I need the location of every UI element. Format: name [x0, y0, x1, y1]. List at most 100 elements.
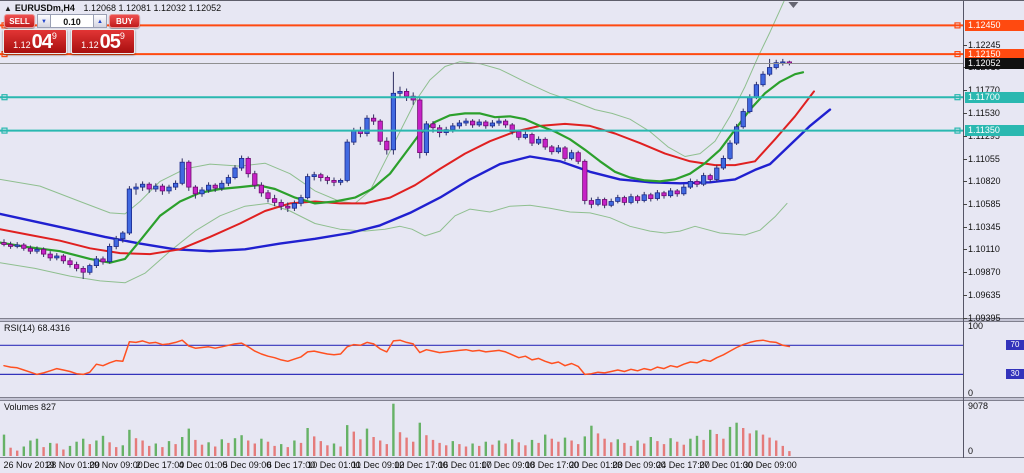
sell-button[interactable]: SELL [4, 14, 35, 28]
line-drag-handle[interactable] [954, 127, 961, 134]
volume-bar [537, 442, 540, 456]
candlestick [67, 260, 73, 265]
volume-bar [339, 446, 342, 456]
axis-tick [963, 90, 967, 91]
volume-bar [788, 451, 791, 456]
candlestick [192, 186, 198, 195]
candlestick [727, 142, 733, 159]
candlestick [516, 131, 522, 138]
candlestick [179, 161, 185, 184]
price-level-tag[interactable]: 1.11350 [965, 125, 1024, 137]
price-level-tag[interactable]: 1.11700 [965, 91, 1024, 103]
candlestick [384, 140, 390, 151]
candlestick [522, 134, 529, 138]
volume-bar [55, 443, 58, 456]
candlestick [417, 99, 423, 153]
pane-separator[interactable] [0, 318, 1024, 322]
price-level-tag[interactable]: 1.12150 [965, 48, 1024, 60]
time-axis-label: 6 Dec 17:00 [266, 460, 316, 470]
volume-bar [154, 443, 157, 456]
candlestick [351, 130, 357, 143]
time-axis-label: 23 Dec 09:00 [612, 460, 666, 470]
price-axis-label: 1.09635 [968, 289, 1001, 300]
price-axis-label: 1.10585 [968, 198, 1001, 209]
lot-decrease-button[interactable]: ▼ [37, 14, 51, 28]
candlestick [87, 265, 93, 273]
line-drag-handle[interactable] [954, 94, 961, 101]
candlestick [648, 194, 654, 200]
candlestick [734, 126, 740, 144]
buy-price-box[interactable]: 1.12 05 9 [71, 29, 135, 54]
axis-tick [963, 272, 967, 273]
volume-bar [220, 439, 223, 456]
candlestick [707, 175, 713, 180]
volume-bar [735, 422, 738, 456]
candlestick [430, 123, 436, 129]
volume-bar [49, 442, 52, 456]
volume-bar [379, 440, 382, 456]
volume-bar [207, 442, 210, 456]
sell-price-sup: 9 [51, 31, 57, 41]
candlestick [304, 176, 311, 199]
pane-separator[interactable] [0, 397, 1024, 401]
volume-bar [748, 433, 751, 456]
price-axis-label: 1.10345 [968, 221, 1001, 232]
candlestick [760, 73, 766, 86]
candlestick [641, 194, 647, 201]
candlestick [423, 123, 430, 154]
sell-price-box[interactable]: 1.12 04 9 [3, 29, 67, 54]
candlestick [767, 67, 773, 75]
line-drag-handle[interactable] [954, 22, 961, 29]
axis-tick [963, 181, 967, 182]
candlestick [47, 253, 53, 259]
candlestick [172, 182, 179, 188]
volume-bar [240, 435, 243, 456]
bollinger-upper [0, 1, 785, 215]
candlestick [536, 138, 542, 144]
buy-button[interactable]: BUY [109, 14, 140, 28]
axis-tick [963, 204, 967, 205]
volume-bar [359, 439, 362, 456]
candlestick [265, 192, 271, 199]
line-drag-handle[interactable] [954, 50, 961, 58]
candlestick [654, 192, 661, 199]
volume-bar [781, 445, 784, 456]
volume-bar [313, 436, 316, 456]
volume-bar [728, 426, 732, 456]
line-drag-handle[interactable] [1, 127, 8, 134]
volume-axis-min-label: 0 [968, 446, 974, 456]
volume-bar [115, 447, 118, 456]
lot-size-value[interactable]: 0.10 [51, 14, 93, 28]
sell-price-big: 04 [31, 31, 53, 53]
line-drag-handle[interactable] [1, 94, 8, 101]
volume-bar [682, 444, 685, 456]
candlestick [232, 167, 238, 179]
volume-bar [656, 441, 659, 456]
volume-bar [530, 439, 534, 456]
price-level-tag[interactable]: 1.12450 [965, 19, 1024, 31]
candlestick [397, 91, 403, 94]
rsi-indicator-label: RSI(14) 68.4316 [4, 323, 71, 333]
volume-bar [161, 447, 164, 456]
candlestick [298, 197, 304, 204]
last-bar-marker-icon[interactable] [788, 2, 799, 8]
lot-increase-button[interactable]: ▲ [93, 14, 107, 28]
volume-bar [451, 441, 454, 456]
volume-bar [662, 444, 666, 456]
candlestick [133, 186, 139, 190]
candlestick [489, 122, 496, 127]
volume-bar [669, 438, 672, 456]
lot-stepper: ▼ 0.10 ▲ [37, 14, 107, 28]
time-axis-label: 26 Nov 2019 [3, 460, 55, 470]
volume-bar [200, 444, 204, 456]
volume-bar [121, 445, 124, 456]
symbol-name: EURUSDm,H4 [14, 3, 75, 13]
time-axis-label: 30 Dec 09:00 [743, 460, 797, 470]
volume-bar [497, 440, 501, 456]
candlestick [628, 196, 634, 203]
volume-bar [148, 445, 151, 456]
candlestick [681, 186, 687, 195]
candlestick [7, 244, 14, 247]
